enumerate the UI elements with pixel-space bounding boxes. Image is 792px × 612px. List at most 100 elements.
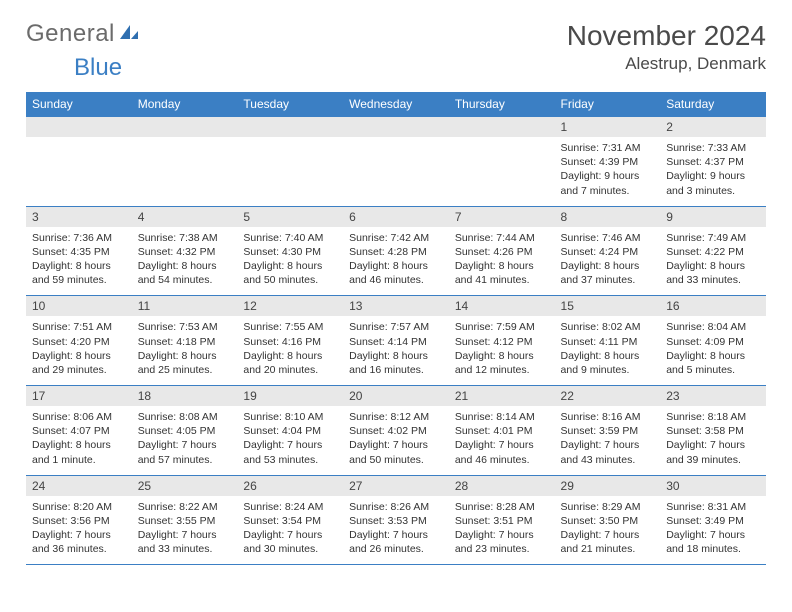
sunrise-text: Sunrise: 7:36 AM [32,231,126,245]
month-year: November 2024 [567,20,766,52]
sunrise-text: Sunrise: 7:42 AM [349,231,443,245]
daylight-text: Daylight: 8 hours and 25 minutes. [138,349,232,377]
daylight-text: Daylight: 7 hours and 50 minutes. [349,438,443,466]
day-info: Sunrise: 8:28 AMSunset: 3:51 PMDaylight:… [449,496,555,565]
daylight-text: Daylight: 7 hours and 53 minutes. [243,438,337,466]
sunrise-text: Sunrise: 8:29 AM [561,500,655,514]
sunset-text: Sunset: 4:05 PM [138,424,232,438]
day-header-friday: Friday [555,92,661,117]
week-row: 10Sunrise: 7:51 AMSunset: 4:20 PMDayligh… [26,296,766,386]
day-cell-4: 4Sunrise: 7:38 AMSunset: 4:32 PMDaylight… [132,206,238,296]
sunset-text: Sunset: 3:53 PM [349,514,443,528]
day-cell-14: 14Sunrise: 7:59 AMSunset: 4:12 PMDayligh… [449,296,555,386]
daylight-text: Daylight: 7 hours and 57 minutes. [138,438,232,466]
day-cell-27: 27Sunrise: 8:26 AMSunset: 3:53 PMDayligh… [343,475,449,565]
daylight-text: Daylight: 8 hours and 37 minutes. [561,259,655,287]
daylight-text: Daylight: 8 hours and 46 minutes. [349,259,443,287]
day-info: Sunrise: 8:16 AMSunset: 3:59 PMDaylight:… [555,406,661,475]
sunset-text: Sunset: 3:51 PM [455,514,549,528]
calendar-table: SundayMondayTuesdayWednesdayThursdayFrid… [26,92,766,565]
sunrise-text: Sunrise: 8:18 AM [666,410,760,424]
day-cell-23: 23Sunrise: 8:18 AMSunset: 3:58 PMDayligh… [660,386,766,476]
daylight-text: Daylight: 8 hours and 41 minutes. [455,259,549,287]
day-number: 21 [449,386,555,406]
sunset-text: Sunset: 4:24 PM [561,245,655,259]
sunrise-text: Sunrise: 7:49 AM [666,231,760,245]
daylight-text: Daylight: 8 hours and 54 minutes. [138,259,232,287]
sunset-text: Sunset: 4:18 PM [138,335,232,349]
daylight-text: Daylight: 7 hours and 21 minutes. [561,528,655,556]
empty-day-body [449,137,555,201]
daylight-text: Daylight: 7 hours and 26 minutes. [349,528,443,556]
sunrise-text: Sunrise: 8:14 AM [455,410,549,424]
day-info: Sunrise: 7:53 AMSunset: 4:18 PMDaylight:… [132,316,238,385]
sunrise-text: Sunrise: 7:55 AM [243,320,337,334]
day-info: Sunrise: 8:10 AMSunset: 4:04 PMDaylight:… [237,406,343,475]
day-info: Sunrise: 7:42 AMSunset: 4:28 PMDaylight:… [343,227,449,296]
sunrise-text: Sunrise: 7:59 AM [455,320,549,334]
sunrise-text: Sunrise: 7:40 AM [243,231,337,245]
sunrise-text: Sunrise: 8:06 AM [32,410,126,424]
sunset-text: Sunset: 4:22 PM [666,245,760,259]
day-info: Sunrise: 8:29 AMSunset: 3:50 PMDaylight:… [555,496,661,565]
week-row: 17Sunrise: 8:06 AMSunset: 4:07 PMDayligh… [26,386,766,476]
day-number: 2 [660,117,766,137]
daylight-text: Daylight: 8 hours and 5 minutes. [666,349,760,377]
logo-text-blue: Blue [74,54,122,81]
sunset-text: Sunset: 4:26 PM [455,245,549,259]
day-number: 10 [26,296,132,316]
day-header-tuesday: Tuesday [237,92,343,117]
day-info: Sunrise: 7:59 AMSunset: 4:12 PMDaylight:… [449,316,555,385]
sunset-text: Sunset: 4:04 PM [243,424,337,438]
logo-text-general: General [26,20,115,48]
day-number: 12 [237,296,343,316]
day-number: 15 [555,296,661,316]
sunset-text: Sunset: 4:12 PM [455,335,549,349]
day-cell-empty [449,117,555,207]
sunrise-text: Sunrise: 8:31 AM [666,500,760,514]
sunrise-text: Sunrise: 7:44 AM [455,231,549,245]
empty-day-body [237,137,343,201]
daylight-text: Daylight: 7 hours and 46 minutes. [455,438,549,466]
week-row: 24Sunrise: 8:20 AMSunset: 3:56 PMDayligh… [26,475,766,565]
sunset-text: Sunset: 4:01 PM [455,424,549,438]
sunrise-text: Sunrise: 8:10 AM [243,410,337,424]
day-number: 1 [555,117,661,137]
day-number: 23 [660,386,766,406]
daylight-text: Daylight: 7 hours and 23 minutes. [455,528,549,556]
daylight-text: Daylight: 8 hours and 16 minutes. [349,349,443,377]
sunset-text: Sunset: 4:28 PM [349,245,443,259]
day-header-row: SundayMondayTuesdayWednesdayThursdayFrid… [26,92,766,117]
sunset-text: Sunset: 3:58 PM [666,424,760,438]
day-cell-18: 18Sunrise: 8:08 AMSunset: 4:05 PMDayligh… [132,386,238,476]
daylight-text: Daylight: 8 hours and 50 minutes. [243,259,337,287]
day-number: 20 [343,386,449,406]
daylight-text: Daylight: 7 hours and 33 minutes. [138,528,232,556]
day-header-sunday: Sunday [26,92,132,117]
day-info: Sunrise: 7:55 AMSunset: 4:16 PMDaylight:… [237,316,343,385]
day-number: 9 [660,207,766,227]
day-cell-5: 5Sunrise: 7:40 AMSunset: 4:30 PMDaylight… [237,206,343,296]
day-info: Sunrise: 7:44 AMSunset: 4:26 PMDaylight:… [449,227,555,296]
day-number: 26 [237,476,343,496]
daylight-text: Daylight: 9 hours and 7 minutes. [561,169,655,197]
day-info: Sunrise: 8:20 AMSunset: 3:56 PMDaylight:… [26,496,132,565]
sunset-text: Sunset: 4:37 PM [666,155,760,169]
day-header-thursday: Thursday [449,92,555,117]
daylight-text: Daylight: 9 hours and 3 minutes. [666,169,760,197]
day-info: Sunrise: 7:40 AMSunset: 4:30 PMDaylight:… [237,227,343,296]
day-number: 7 [449,207,555,227]
sunrise-text: Sunrise: 8:28 AM [455,500,549,514]
day-number: 25 [132,476,238,496]
day-info: Sunrise: 8:18 AMSunset: 3:58 PMDaylight:… [660,406,766,475]
sunset-text: Sunset: 4:35 PM [32,245,126,259]
day-number: 16 [660,296,766,316]
sunrise-text: Sunrise: 7:57 AM [349,320,443,334]
day-cell-6: 6Sunrise: 7:42 AMSunset: 4:28 PMDaylight… [343,206,449,296]
sunset-text: Sunset: 4:32 PM [138,245,232,259]
sunset-text: Sunset: 3:59 PM [561,424,655,438]
day-cell-1: 1Sunrise: 7:31 AMSunset: 4:39 PMDaylight… [555,117,661,207]
sail-icon [118,23,140,46]
sunset-text: Sunset: 4:39 PM [561,155,655,169]
empty-day-bar [343,117,449,137]
